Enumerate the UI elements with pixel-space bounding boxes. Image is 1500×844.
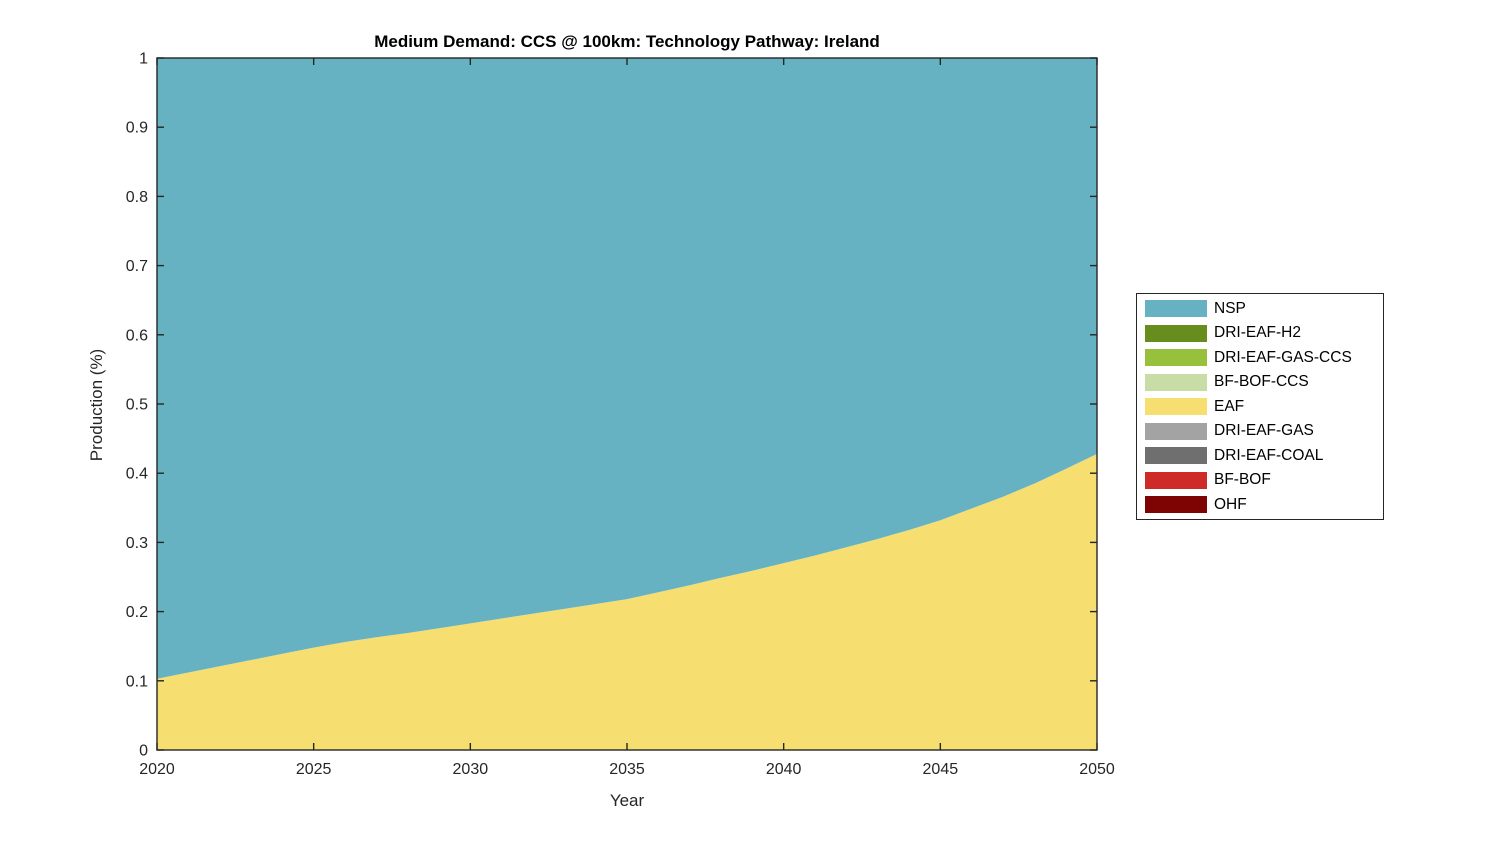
legend-item: DRI-EAF-GAS [1137,419,1383,443]
x-tick-label: 2040 [766,761,802,778]
legend-color-swatch [1145,471,1207,489]
chart-title: Medium Demand: CCS @ 100km: Technology P… [374,32,880,51]
legend-item-label: BF-BOF-CCS [1214,373,1309,390]
y-tick-label: 0.2 [126,604,148,621]
y-tick-label: 0.5 [126,397,148,414]
legend: NSP DRI-EAF-H2 DRI-EAF-GAS-CCS BF-BOF-CC… [1136,293,1384,520]
y-tick-label: 1 [139,51,148,68]
x-tick-label: 2020 [139,761,175,778]
legend-color-swatch [1145,349,1207,366]
y-tick-label: 0.7 [126,258,148,275]
x-tick-label: 2030 [453,761,489,778]
area-series-NSP [157,58,1097,679]
y-tick-label: 0.4 [126,466,148,483]
legend-item: EAF [1137,395,1383,419]
legend-item-label: OHF [1214,495,1247,513]
legend-item-label: DRI-EAF-GAS-CCS [1214,348,1352,366]
x-tick-label: 2035 [609,761,645,778]
legend-color-swatch [1145,496,1207,513]
x-axis-label: Year [609,791,645,810]
legend-item-label: NSP [1214,299,1246,317]
legend-item: DRI-EAF-COAL [1137,444,1383,468]
x-tick-label: 2045 [923,761,959,778]
area-series-EAF [157,453,1097,750]
legend-color-swatch [1145,300,1207,317]
legend-item: BF-BOF-CCS [1137,370,1383,394]
x-tick-label: 2050 [1079,761,1115,778]
legend-color-swatch [1145,398,1207,415]
legend-item: BF-BOF [1137,468,1383,492]
y-tick-label: 0.6 [126,327,148,344]
legend-item: OHF [1137,493,1383,517]
y-tick-label: 0 [139,743,148,760]
x-tick-label: 2025 [296,761,332,778]
legend-item: DRI-EAF-H2 [1137,321,1383,345]
legend-item-label: DRI-EAF-H2 [1214,324,1301,341]
legend-item-label: BF-BOF [1214,471,1271,488]
legend-item: NSP [1137,297,1383,321]
y-tick-label: 0.1 [126,673,148,690]
legend-color-swatch [1145,447,1207,464]
y-tick-label: 0.8 [126,189,148,206]
y-axis-label: Production (%) [87,348,106,462]
legend-item-label: EAF [1214,397,1245,415]
legend-color-swatch [1145,422,1207,440]
legend-color-swatch [1145,324,1207,342]
y-tick-label: 0.9 [126,120,148,137]
y-tick-label: 0.3 [126,535,148,552]
legend-item-label: DRI-EAF-COAL [1214,446,1324,464]
legend-color-swatch [1145,373,1207,391]
legend-item-label: DRI-EAF-GAS [1214,422,1314,439]
legend-item: DRI-EAF-GAS-CCS [1137,346,1383,370]
